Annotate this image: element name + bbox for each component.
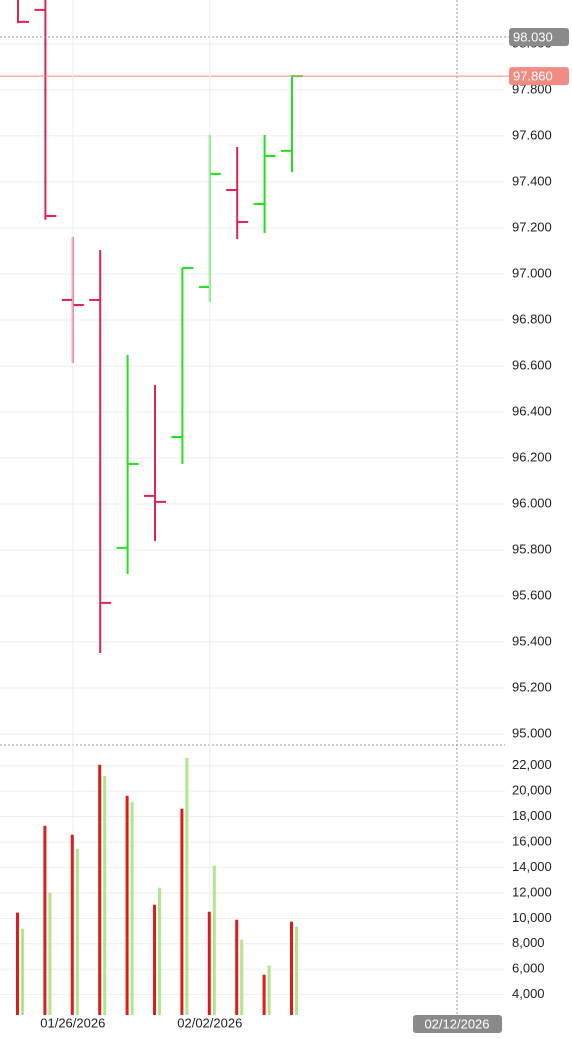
volume-bar — [98, 764, 102, 1015]
volume-bar — [180, 808, 184, 1015]
volume-bar — [262, 974, 266, 1015]
volume-bar — [48, 892, 52, 1015]
y-tick-label: 18,000 — [512, 808, 552, 823]
volume-bar — [16, 912, 19, 1015]
y-tick-label: 95.600 — [512, 587, 552, 602]
crosshair-price-box — [509, 28, 569, 47]
y-tick-label: 96.200 — [512, 449, 552, 464]
y-tick-label: 96.600 — [512, 357, 552, 372]
y-tick-label: 95.200 — [512, 679, 552, 694]
volume-bar — [185, 757, 189, 1015]
volume-bar — [21, 928, 24, 1015]
volume-bar — [207, 911, 211, 1015]
volume-bar — [267, 965, 271, 1015]
volume-bar — [240, 939, 244, 1015]
volume-bar — [130, 801, 134, 1015]
last-price-box — [509, 67, 569, 86]
y-tick-label: 10,000 — [512, 910, 552, 925]
y-tick-label: 95.400 — [512, 633, 552, 648]
y-tick-label: 97.000 — [512, 265, 552, 280]
volume-bar — [103, 775, 107, 1015]
y-tick-label: 12,000 — [512, 884, 552, 899]
crosshair-date-label: 02/12/2026 — [424, 1016, 489, 1031]
y-tick-label: 20,000 — [512, 783, 552, 798]
volume-bar — [158, 887, 161, 1015]
x-tick-label: 02/02/2026 — [177, 1015, 242, 1030]
y-tick-label: 4,000 — [512, 986, 545, 1001]
volume-bar — [75, 848, 79, 1015]
y-tick-label: 22,000 — [512, 757, 552, 772]
y-tick-label: 95.800 — [512, 541, 552, 556]
y-tick-label: 97.400 — [512, 173, 552, 188]
y-tick-label: 97.600 — [512, 127, 552, 142]
volume-bar — [125, 795, 129, 1015]
volume-bar — [43, 825, 47, 1015]
y-tick-label: 96.800 — [512, 311, 552, 326]
y-tick-label: 14,000 — [512, 859, 552, 874]
y-tick-label: 97.200 — [512, 219, 552, 234]
volume-bar — [153, 904, 156, 1015]
x-tick-label: 01/26/2026 — [40, 1015, 105, 1030]
y-tick-label: 8,000 — [512, 935, 545, 950]
y-tick-label: 96.000 — [512, 495, 552, 510]
volume-bar — [235, 919, 239, 1015]
crosshair-date-box — [413, 1015, 502, 1033]
crosshair-price-label: 98.030 — [513, 29, 553, 44]
y-tick-label: 6,000 — [512, 961, 545, 976]
y-tick-label: 95.000 — [512, 725, 552, 740]
last-price-label: 97.860 — [513, 69, 553, 84]
volume-bar — [290, 921, 293, 1015]
volume-bar — [212, 865, 216, 1015]
volume-bar — [70, 834, 74, 1015]
y-tick-label: 16,000 — [512, 834, 552, 849]
y-tick-label: 96.400 — [512, 403, 552, 418]
volume-bar — [295, 926, 298, 1015]
